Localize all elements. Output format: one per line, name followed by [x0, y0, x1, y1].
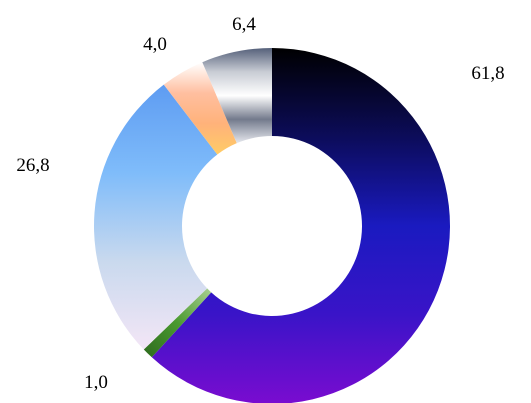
data-label-4-0: 4,0 [143, 34, 167, 55]
data-label-6-4: 6,4 [232, 14, 256, 35]
data-label-26-8: 26,8 [16, 155, 49, 176]
data-label-61-8: 61,8 [471, 63, 504, 84]
slices [93, 48, 450, 403]
data-labels: 61,8 1,0 26,8 4,0 6,4 [16, 14, 504, 393]
slice-6-4 [202, 48, 272, 144]
slice-26-8 [93, 84, 218, 350]
slice-4-0 [163, 62, 237, 155]
data-label-1-0: 1,0 [84, 372, 108, 393]
slice-1-0 [143, 288, 212, 358]
slice-61-8 [151, 48, 450, 403]
